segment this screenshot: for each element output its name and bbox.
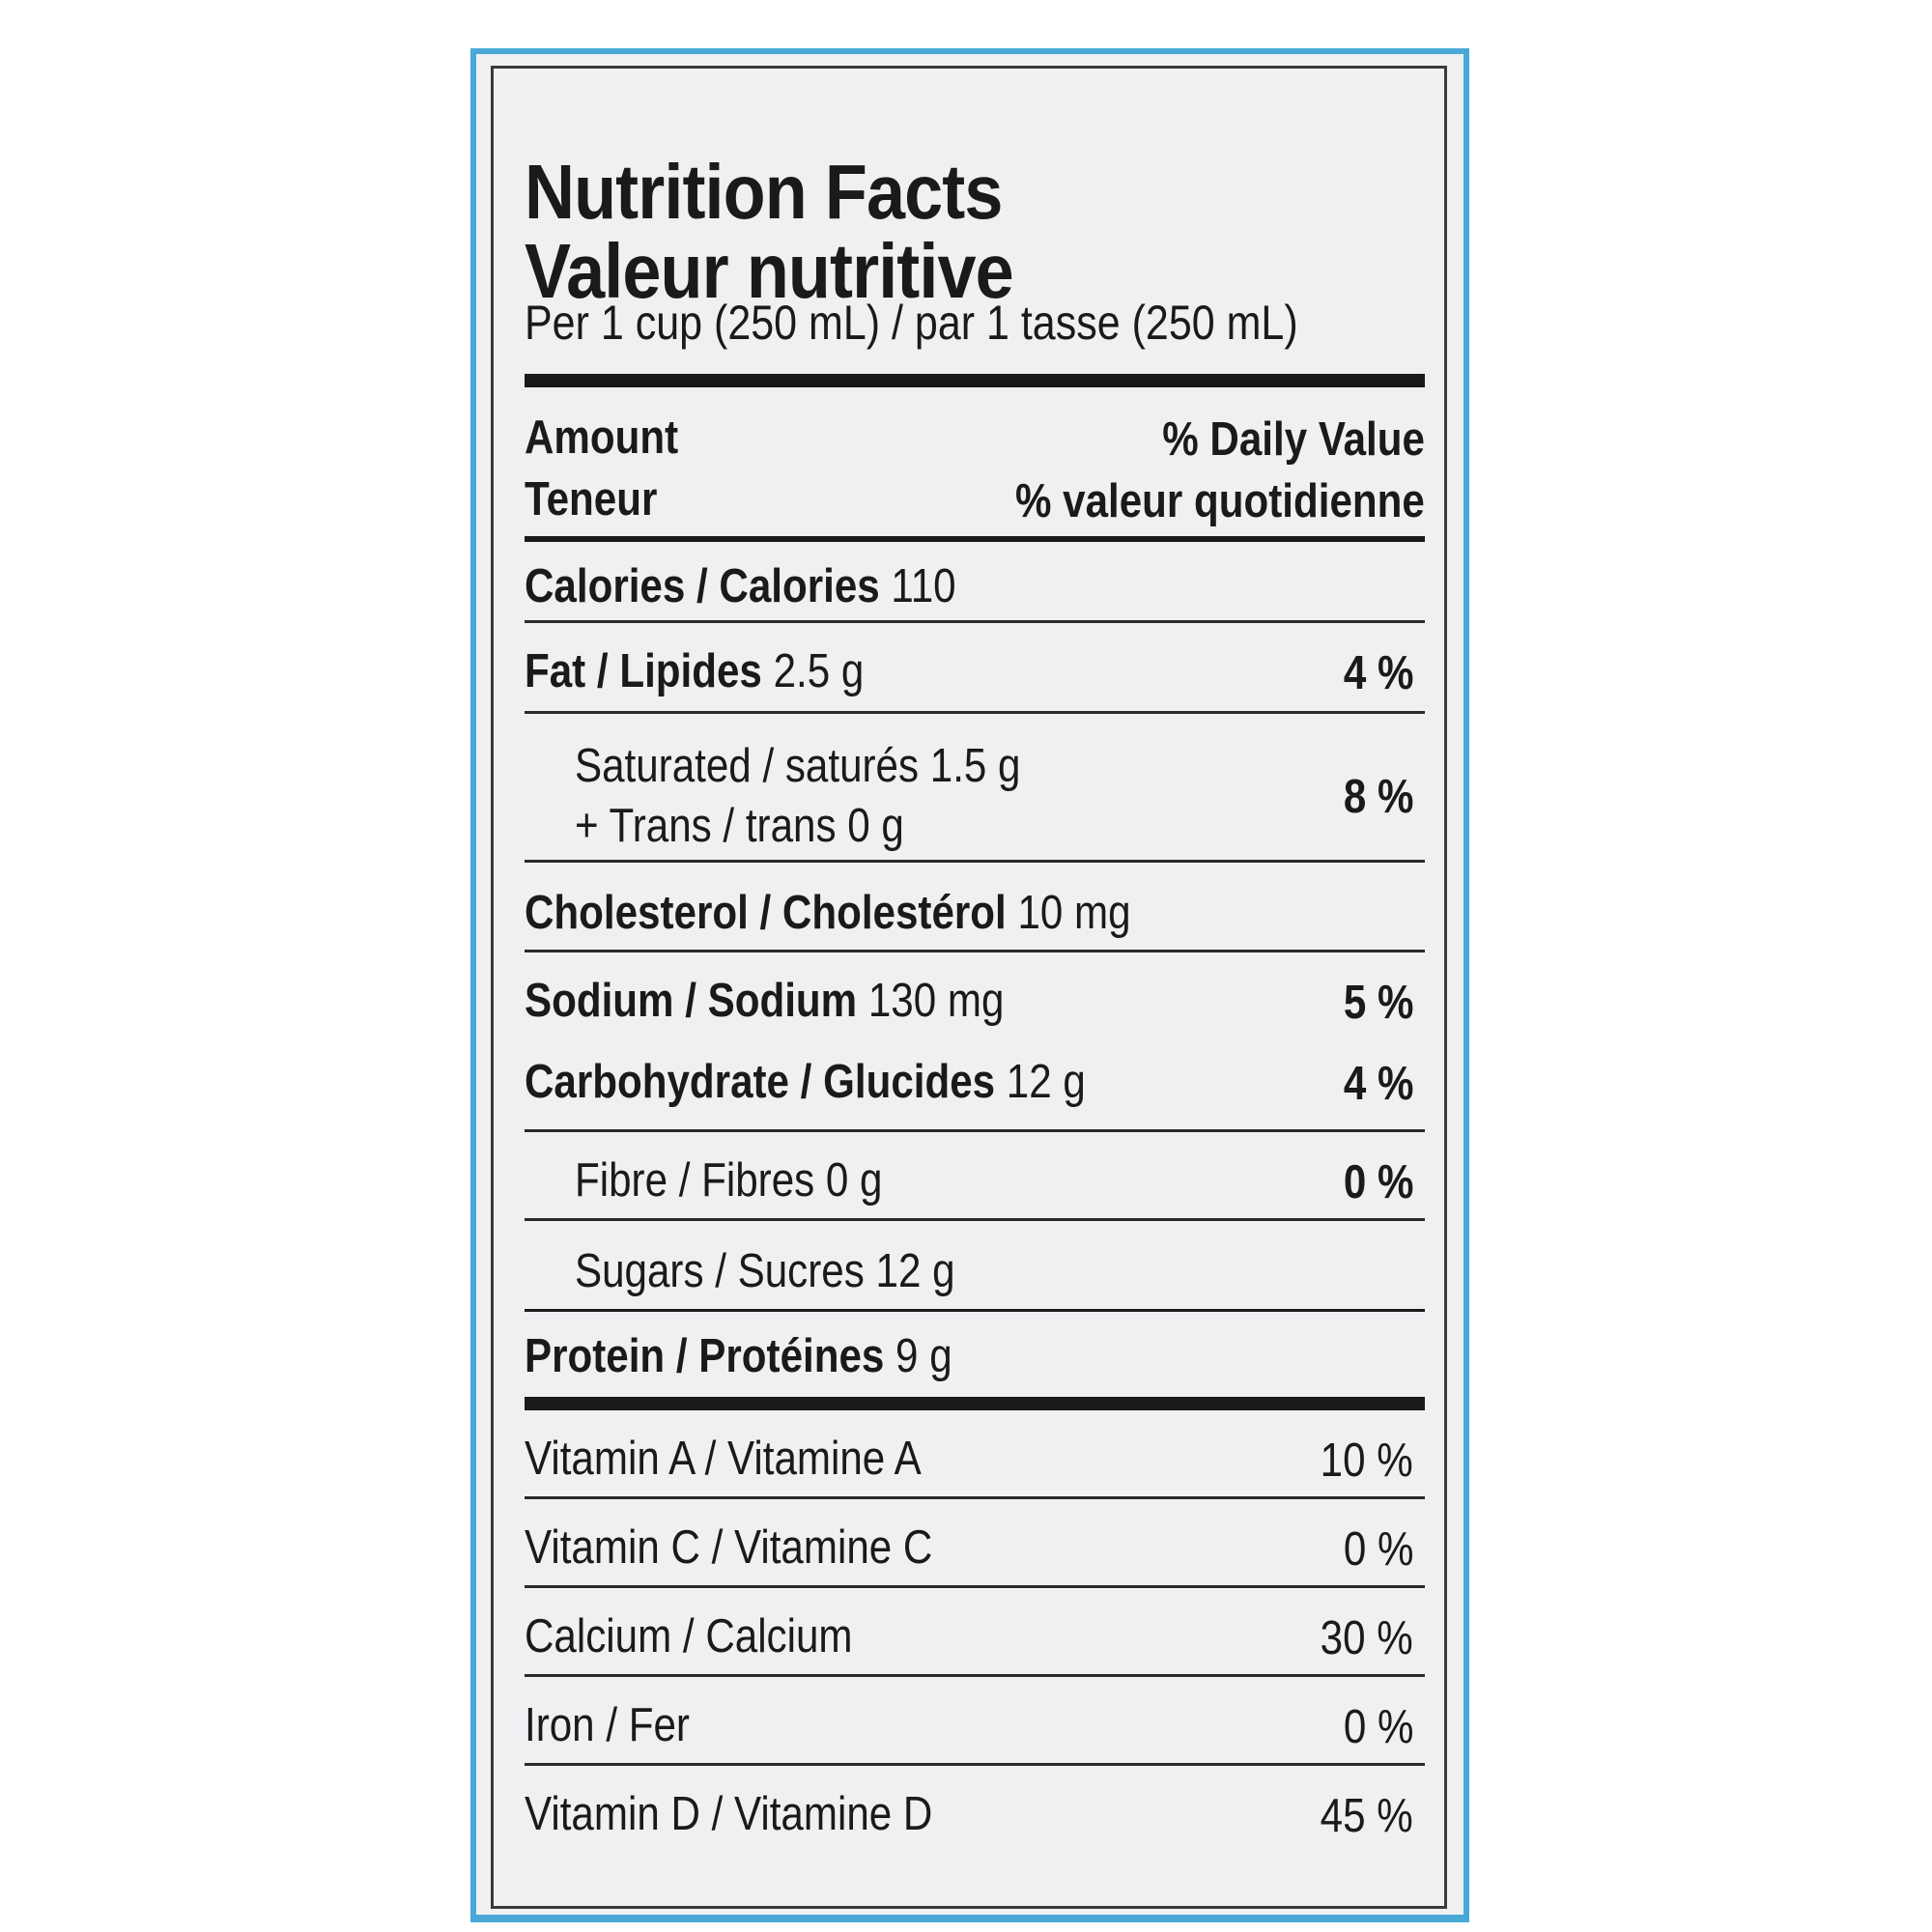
- nutrition-panel: Nutrition Facts Valeur nutritive Per 1 c…: [470, 48, 1469, 1922]
- row-sugars: Sugars / Sucres 12 g: [525, 1221, 1425, 1312]
- fibre-label: Fibre / Fibres 0 g: [575, 1154, 883, 1207]
- cholesterol-amount: 10 mg: [1017, 887, 1131, 939]
- medium-rule: [525, 536, 1425, 542]
- title-french: Valeur nutritive: [525, 228, 1014, 314]
- thin-rule-sugars: [525, 1309, 1425, 1312]
- protein-label: Protein / Protéines: [525, 1330, 885, 1382]
- calories-label: Calories / Calories: [525, 560, 880, 612]
- row-vitamin-a: Vitamin A / Vitamine A 10 %: [525, 1410, 1425, 1499]
- sugars-label: Sugars / Sucres 12 g: [575, 1245, 955, 1297]
- row-sodium: Sodium / Sodium 130 mg 5 %: [525, 952, 1425, 1039]
- protein-amount: 9 g: [895, 1330, 952, 1382]
- iron-dv: 0 %: [1343, 1701, 1413, 1753]
- vitamin-c-dv: 0 %: [1343, 1523, 1413, 1576]
- fat-amount: 2.5 g: [773, 645, 865, 697]
- header-amount-fr: Teneur: [525, 473, 658, 526]
- vitamin-c-label: Vitamin C / Vitamine C: [525, 1521, 933, 1574]
- row-saturated-trans: Saturated / saturés 1.5 g + Trans / tran…: [525, 714, 1425, 863]
- fat-label: Fat / Lipides: [525, 645, 762, 697]
- vitamin-a-label: Vitamin A / Vitamine A: [525, 1433, 922, 1485]
- row-vitamin-c: Vitamin C / Vitamine C 0 %: [525, 1499, 1425, 1588]
- calcium-dv: 30 %: [1320, 1612, 1413, 1664]
- thick-rule-top: [525, 374, 1425, 387]
- row-vitamin-d: Vitamin D / Vitamine D 45 %: [525, 1766, 1425, 1855]
- row-calcium: Calcium / Calcium 30 %: [525, 1588, 1425, 1677]
- sodium-label: Sodium / Sodium: [525, 975, 858, 1027]
- row-protein: Protein / Protéines 9 g: [525, 1312, 1425, 1397]
- calories-value: 110: [891, 560, 956, 612]
- carbohydrate-label: Carbohydrate / Glucides: [525, 1056, 996, 1108]
- row-cholesterol: Cholesterol / Cholestérol 10 mg: [525, 863, 1425, 952]
- title-english: Nutrition Facts: [525, 149, 1003, 235]
- row-fibre: Fibre / Fibres 0 g 0 %: [525, 1132, 1425, 1221]
- header-daily-value-fr: % valeur quotidienne: [1015, 475, 1425, 527]
- sodium-amount: 130 mg: [867, 975, 1005, 1027]
- fibre-dv: 0 %: [1343, 1156, 1413, 1208]
- row-fat: Fat / Lipides 2.5 g 4 %: [525, 623, 1425, 714]
- vitamin-d-label: Vitamin D / Vitamine D: [525, 1788, 933, 1840]
- trans-line: + Trans / trans 0 g: [575, 800, 904, 852]
- thick-rule-bottom: [525, 1397, 1425, 1410]
- carbohydrate-amount: 12 g: [1006, 1056, 1086, 1108]
- serving-size: Per 1 cup (250 mL) / par 1 tasse (250 mL…: [525, 296, 1298, 350]
- nutrition-label: Nutrition Facts Valeur nutritive Per 1 c…: [491, 66, 1447, 1909]
- vitamin-a-dv: 10 %: [1320, 1435, 1413, 1487]
- fat-dv: 4 %: [1343, 647, 1413, 699]
- iron-label: Iron / Fer: [525, 1699, 690, 1751]
- vitamin-d-dv: 45 %: [1320, 1790, 1413, 1842]
- sodium-dv: 5 %: [1343, 977, 1413, 1029]
- row-calories: Calories / Calories 110: [525, 542, 1425, 623]
- header-daily-value-en: % Daily Value: [1162, 413, 1425, 466]
- row-iron: Iron / Fer 0 %: [525, 1677, 1425, 1766]
- header-amount-en: Amount: [525, 412, 679, 464]
- saturated-dv: 8 %: [1343, 771, 1413, 823]
- cholesterol-label: Cholesterol / Cholestérol: [525, 887, 1007, 939]
- calcium-label: Calcium / Calcium: [525, 1610, 853, 1662]
- saturated-line: Saturated / saturés 1.5 g: [575, 740, 1021, 792]
- carbohydrate-dv: 4 %: [1343, 1058, 1413, 1110]
- row-carbohydrate: Carbohydrate / Glucides 12 g 4 %: [525, 1039, 1425, 1132]
